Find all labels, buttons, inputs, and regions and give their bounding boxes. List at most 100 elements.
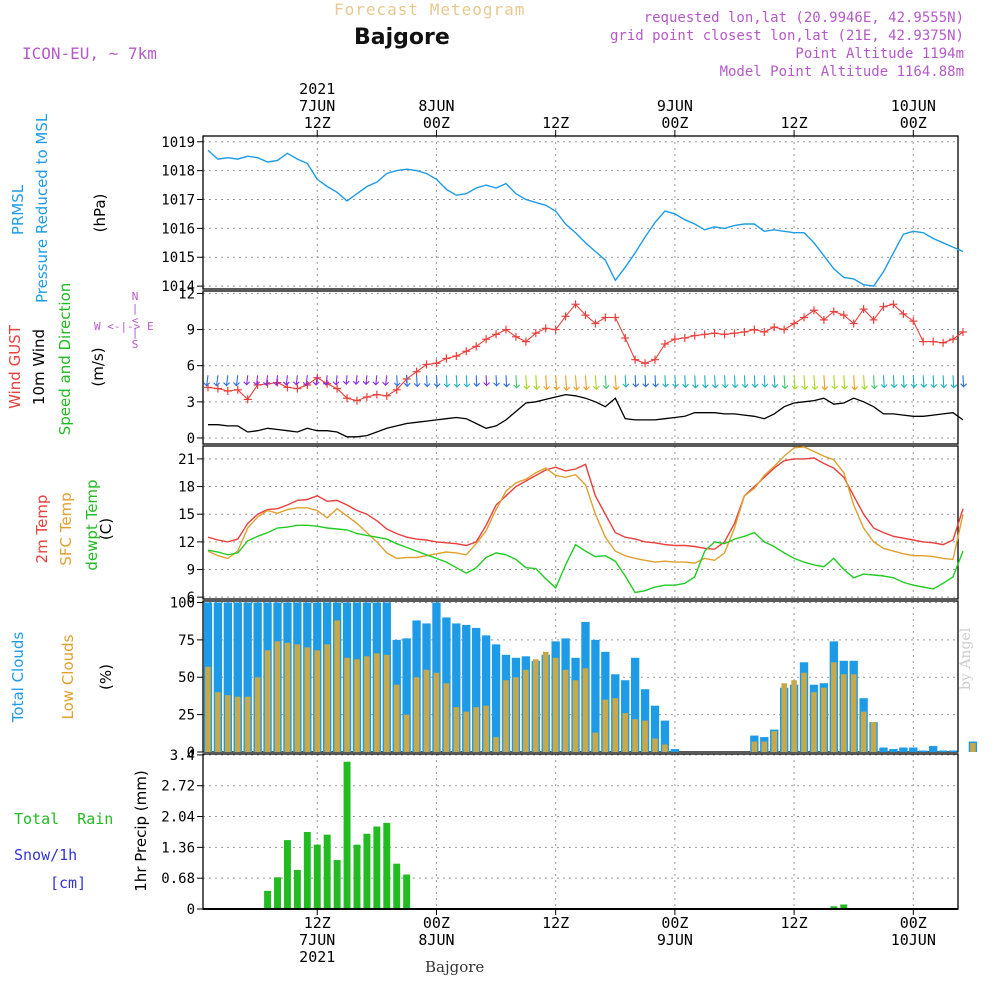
pressure-line xyxy=(207,149,964,287)
low-cloud-bar xyxy=(413,677,420,752)
gust-marker xyxy=(790,319,799,328)
total-cloud-bar xyxy=(452,623,461,752)
wind-arrow xyxy=(960,375,967,388)
y-tick-label: 0 xyxy=(187,745,195,761)
gust-marker xyxy=(541,324,550,333)
wind-arrow xyxy=(573,375,580,391)
wind-arrow xyxy=(302,375,310,387)
wind-arrow xyxy=(711,375,719,389)
gust-marker xyxy=(949,335,958,344)
wind-arrow xyxy=(771,375,779,389)
gust-marker xyxy=(690,331,699,340)
wind-arrow xyxy=(543,375,551,391)
total-cloud-bar xyxy=(909,747,918,752)
gust-marker xyxy=(551,325,560,334)
total-cloud-bar xyxy=(402,638,411,752)
rain-bar xyxy=(283,840,291,909)
y-tick-label: 9 xyxy=(187,563,195,579)
gust-marker xyxy=(462,347,471,356)
wind-arrow xyxy=(233,375,240,387)
gust-marker xyxy=(601,313,610,322)
wind-arrow xyxy=(513,375,521,389)
total-cloud-bar xyxy=(481,635,491,752)
gust-marker xyxy=(631,355,640,364)
gust-marker xyxy=(372,390,381,399)
model-altitude: Model Point Altitude 1164.88m xyxy=(719,64,964,80)
y-tick-label: 1018 xyxy=(161,164,195,180)
gust-marker xyxy=(819,315,828,324)
y-tick-label: 100 xyxy=(170,595,195,611)
wind-arrow xyxy=(662,375,669,388)
gust-marker xyxy=(581,311,590,320)
svg-text:S: S xyxy=(132,338,139,351)
bottom-time-label: 9JUN xyxy=(657,931,693,949)
low-cloud-bar xyxy=(304,647,311,752)
rain-bar xyxy=(323,834,331,909)
wind-arrow xyxy=(352,375,360,385)
wind-arrow xyxy=(781,375,789,390)
gust-marker xyxy=(809,306,818,315)
gust-marker xyxy=(939,338,948,347)
low-cloud-bar xyxy=(821,687,827,752)
bottom-time-label: 8JUN xyxy=(418,931,454,949)
temp2m-line xyxy=(207,457,964,550)
top-time-label: 00Z xyxy=(661,114,688,132)
wind-arrow xyxy=(791,375,799,390)
wind-arrow xyxy=(801,375,809,390)
low-cloud-bar xyxy=(403,714,410,752)
low-cloud-bar xyxy=(215,692,221,752)
gust-marker xyxy=(412,367,421,376)
gust-marker xyxy=(909,317,918,326)
low-cloud-bar xyxy=(612,698,619,752)
top-time-label: 7JUN xyxy=(299,97,335,115)
gust-marker xyxy=(869,315,878,324)
wind-arrow xyxy=(253,375,260,386)
total-cloud-bar xyxy=(650,705,660,752)
low-cloud-bar xyxy=(860,711,867,752)
wind-arrow xyxy=(292,375,300,386)
wind-arrow xyxy=(533,375,541,390)
gust-marker xyxy=(740,327,749,336)
gust-marker xyxy=(611,313,620,322)
wind-arrow xyxy=(413,375,421,388)
total-cloud-bar xyxy=(491,644,501,752)
low-cloud-bar xyxy=(354,659,360,752)
snow-unit: [cm] xyxy=(50,874,87,892)
low-cloud-bar xyxy=(652,738,658,752)
grid-point-coords: grid point closest lon,lat (21E, 42.9375… xyxy=(609,28,964,44)
wind-arrow xyxy=(463,375,471,388)
gust-marker xyxy=(343,394,352,403)
gust-marker xyxy=(929,337,938,346)
total-cloud-bar xyxy=(213,602,223,752)
low-cloud-bar xyxy=(324,644,330,752)
low-cloud-bar xyxy=(205,666,211,752)
wind-arrow xyxy=(203,375,211,387)
wind-arrow xyxy=(841,375,849,390)
y-tick-label: 3 xyxy=(187,395,195,411)
total-cloud-bar xyxy=(948,750,958,752)
low-cloud-bar xyxy=(314,650,321,752)
wind-arrow xyxy=(880,375,888,389)
top-time-label: 10JUN xyxy=(891,97,936,115)
gust-marker xyxy=(680,333,689,342)
total-cloud-bar xyxy=(233,602,242,752)
gust-marker xyxy=(591,319,600,328)
gust-marker xyxy=(829,307,838,316)
gust-marker xyxy=(660,340,669,349)
low-cloud-bar xyxy=(840,674,847,752)
wind-arrow xyxy=(632,375,640,388)
wind-arrow xyxy=(721,375,729,389)
wind-arrow xyxy=(592,375,600,390)
rain-bar xyxy=(274,877,281,909)
snow-label: Snow/1h xyxy=(14,846,78,864)
wind-arrow xyxy=(940,375,948,389)
gust-marker xyxy=(889,300,898,309)
low-cloud-bar xyxy=(453,707,460,752)
low-cloud-bar xyxy=(831,662,837,752)
gust-marker xyxy=(452,352,461,361)
wind-arrow xyxy=(503,375,511,388)
top-time-label: 12Z xyxy=(781,114,808,132)
svg-text:N: N xyxy=(132,290,139,303)
gust-marker xyxy=(442,354,451,363)
gust-marker xyxy=(213,384,222,393)
